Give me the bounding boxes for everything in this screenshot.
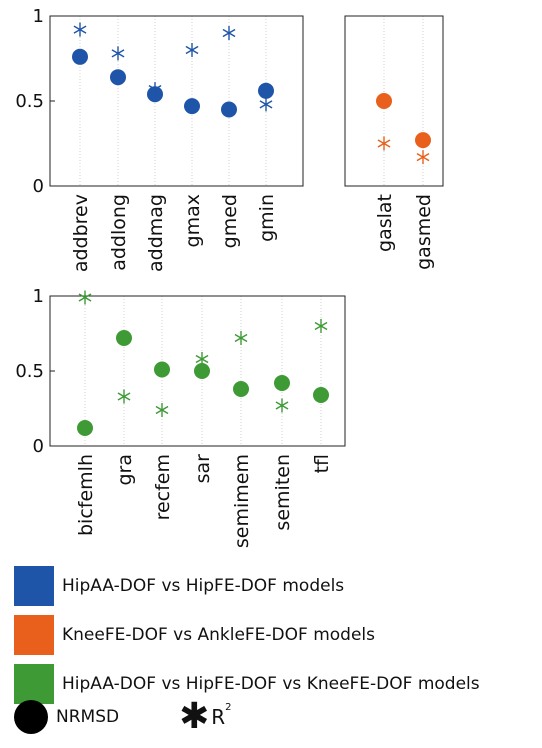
figure: 1 0.5 0 addbrev addlong addmag gmax gmed gmin ga… xyxy=(15,6,444,548)
r2-marker-stroke xyxy=(73,25,87,34)
category-label-semimem: semimem xyxy=(231,454,253,548)
r2-superscript: 2 xyxy=(225,702,232,714)
nrmsd-point-gaslat xyxy=(376,93,392,109)
r2-point-gasmed xyxy=(416,150,430,165)
r2-marker-stroke xyxy=(78,293,92,302)
nrmsd-point-semiten xyxy=(274,375,290,391)
legend-item-hip-aa: HipAA-DOF vs HipFE-DOF models xyxy=(14,566,344,606)
legend-item-knee: KneeFE-DOF vs AnkleFE-DOF models xyxy=(14,615,375,655)
r2-marker-stroke xyxy=(377,139,391,148)
r2-marker-stroke xyxy=(148,84,162,94)
knee-panel: gaslat gasmed xyxy=(344,15,444,270)
category-label-gra: gra xyxy=(114,454,136,486)
y-tick-label: 1 xyxy=(33,6,44,27)
nrmsd-point-bicfemlh xyxy=(77,420,93,436)
nrmsd-point-semimem xyxy=(233,381,249,397)
category-label-gasmed: gasmed xyxy=(413,194,435,270)
nrmsd-point-gmin xyxy=(258,82,274,99)
y-tick-label: 0 xyxy=(33,436,44,457)
category-label-tfl: tfl xyxy=(311,454,333,473)
nrmsd-point-gmed xyxy=(221,101,237,118)
r2-point-sar xyxy=(195,352,209,366)
category-label-sar: sar xyxy=(192,454,214,484)
r2-point-tfl xyxy=(314,319,328,333)
axes-box xyxy=(344,15,444,187)
nrmsd-point-sar xyxy=(194,363,210,379)
legend-swatch-blue xyxy=(14,566,54,606)
hip-knee-panel: 1 0.5 0 bicfemlh gra recfem sar semimem semiten t… xyxy=(15,286,346,548)
category-label-gmed: gmed xyxy=(219,194,241,248)
legend-swatch-green xyxy=(14,664,54,704)
category-label-addlong: addlong xyxy=(108,194,130,271)
legend-label: HipAA-DOF vs HipFE-DOF models xyxy=(62,576,345,596)
nrmsd-point-addbrev xyxy=(72,48,88,65)
nrmsd-point-recfem xyxy=(154,361,170,378)
r2-point-gmin xyxy=(259,97,273,112)
category-label-addmag: addmag xyxy=(145,194,167,272)
category-label-addbrev: addbrev xyxy=(70,194,92,272)
legend-swatch-orange xyxy=(14,615,54,655)
category-label-recfem: recfem xyxy=(152,454,174,520)
r2-point-addmag xyxy=(148,82,162,97)
r2-point-gmax xyxy=(185,43,199,57)
category-label-gmax: gmax xyxy=(182,194,204,247)
r2-marker-stroke xyxy=(111,49,125,58)
legend-label: HipAA-DOF vs HipFE-DOF vs KneeFE-DOF mod… xyxy=(62,674,480,694)
category-label-gaslat: gaslat xyxy=(374,194,396,252)
r2-marker-stroke xyxy=(155,405,169,415)
legend-item-hip-knee: HipAA-DOF vs HipFE-DOF vs KneeFE-DOF mod… xyxy=(14,664,480,704)
legend-label: KneeFE-DOF vs AnkleFE-DOF models xyxy=(62,625,375,645)
nrmsd-point-gra xyxy=(116,330,132,346)
r2-point-semiten xyxy=(275,398,289,413)
nrmsd-label: NRMSD xyxy=(56,707,120,727)
r2-point-gaslat xyxy=(377,136,391,151)
marker-legend: NRMSD ✱ R2 xyxy=(14,696,232,737)
category-label-semiten: semiten xyxy=(272,454,294,531)
r2-marker-stroke xyxy=(259,100,273,109)
r2-point-addlong xyxy=(111,46,125,61)
nrmsd-point-addlong xyxy=(110,69,126,86)
r2-point-gmed xyxy=(222,26,236,40)
r2-marker-stroke xyxy=(416,152,430,162)
r2-marker-stroke xyxy=(185,45,199,55)
nrmsd-point-gmax xyxy=(184,98,200,115)
nrmsd-circle-icon xyxy=(14,700,48,734)
r2-marker-stroke xyxy=(117,392,131,401)
r2-point-recfem xyxy=(155,403,169,417)
r2-label: R2 xyxy=(211,702,232,729)
category-label-gmin: gmin xyxy=(256,194,278,242)
r2-point-semimem xyxy=(234,331,248,345)
category-label-bicfemlh: bicfemlh xyxy=(75,454,97,536)
axes-box xyxy=(49,15,304,187)
nrmsd-point-tfl xyxy=(313,387,329,403)
y-tick-label: 1 xyxy=(33,286,44,307)
r2-marker-stroke xyxy=(222,28,236,38)
r2-point-addbrev xyxy=(73,22,87,37)
r2-point-bicfemlh xyxy=(78,290,92,305)
y-tick-label: 0 xyxy=(33,176,44,197)
y-tick-label: 0.5 xyxy=(15,91,44,112)
y-tick-label: 0.5 xyxy=(15,361,44,382)
r2-marker-stroke xyxy=(275,401,289,410)
r2-marker-stroke xyxy=(195,354,209,364)
hip-aa-panel: 1 0.5 0 addbrev addlong addmag gmax gmed gmin xyxy=(15,6,304,272)
r2-letter: R xyxy=(211,705,226,729)
r2-marker-stroke xyxy=(314,321,328,331)
r2-marker-stroke xyxy=(234,333,248,343)
r2-point-gra xyxy=(117,389,131,404)
asterisk-icon: ✱ xyxy=(179,696,210,737)
nrmsd-point-gasmed xyxy=(415,132,431,149)
